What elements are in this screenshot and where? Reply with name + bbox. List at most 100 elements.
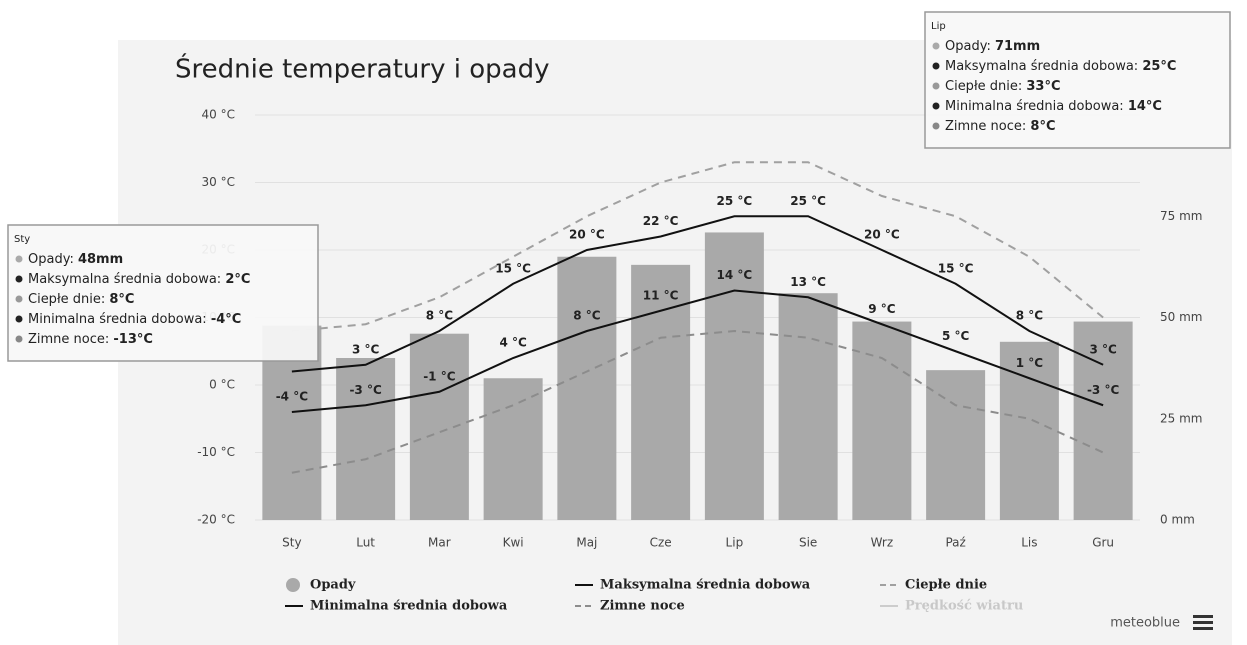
y-tick-label: -20 °C xyxy=(197,513,235,527)
tooltip-title: Sty xyxy=(14,234,30,245)
y2-tick-label: 75 mm xyxy=(1160,209,1202,223)
tooltip-marker xyxy=(15,255,23,263)
tooltip-marker xyxy=(15,335,23,343)
y2-tick-label: 25 mm xyxy=(1160,411,1202,425)
tooltip-box xyxy=(924,11,1231,149)
data-label: 25 °C xyxy=(717,194,753,208)
tooltip-item: Minimalna średnia dobowa: 14°C xyxy=(945,99,1162,114)
x-tick-label: Sie xyxy=(799,536,817,550)
y-tick-label: 40 °C xyxy=(202,108,235,122)
tooltip-value: 8°C xyxy=(1030,119,1055,134)
bar xyxy=(483,378,543,520)
data-label: 20 °C xyxy=(864,228,900,242)
tooltip-label: Ciepłe dnie: xyxy=(28,292,109,307)
tooltip-label: Ciepłe dnie: xyxy=(945,79,1026,94)
line xyxy=(291,329,1104,474)
bar xyxy=(778,293,838,520)
x-tick-label: Wrz xyxy=(871,536,894,550)
tooltip-label: Opady: xyxy=(28,252,78,267)
tooltip-marker xyxy=(932,102,940,110)
tooltip-item: Zimne noce: 8°C xyxy=(945,119,1056,134)
x-tick-label: Cze xyxy=(650,536,672,550)
bar xyxy=(704,232,764,520)
x-tick-label: Lis xyxy=(1021,536,1037,550)
tooltip-value: 14°C xyxy=(1128,99,1162,114)
tooltip-marker xyxy=(932,122,940,130)
tooltip-label: Opady: xyxy=(945,39,995,54)
tooltip-title: Lip xyxy=(931,21,946,32)
data-label: 20 °C xyxy=(569,228,605,242)
credit: meteoblue xyxy=(1110,616,1180,631)
bar xyxy=(852,321,912,520)
x-tick-label: Paź xyxy=(945,536,965,550)
y-tick-label: -10 °C xyxy=(197,445,235,459)
data-label: 5 °C xyxy=(942,329,970,343)
tooltip-label: Minimalna średnia dobowa: xyxy=(945,99,1128,114)
tooltip-value: 25°C xyxy=(1142,59,1176,74)
line xyxy=(291,289,1104,413)
tooltip-value: 71mm xyxy=(995,39,1040,54)
x-tick-label: Maj xyxy=(576,536,597,550)
tooltip-label: Maksymalna średnia dobowa: xyxy=(945,59,1142,74)
bar xyxy=(926,370,986,520)
data-label: -3 °C xyxy=(349,383,382,397)
tooltip-item: Maksymalna średnia dobowa: 25°C xyxy=(945,59,1176,74)
bar xyxy=(557,256,617,520)
bar xyxy=(336,358,396,520)
data-label: 15 °C xyxy=(495,261,531,275)
data-label: 3 °C xyxy=(1089,342,1117,356)
data-label: 3 °C xyxy=(352,342,380,356)
legend-label: Opady xyxy=(310,578,356,593)
x-tick-label: Kwi xyxy=(503,536,524,550)
tooltip-item: Minimalna średnia dobowa: -4°C xyxy=(28,312,241,327)
tooltip-marker xyxy=(932,62,940,70)
tooltip-label: Zimne noce: xyxy=(28,332,113,347)
tooltip-item: Opady: 48mm xyxy=(28,252,123,267)
tooltip-item: Ciepłe dnie: 8°C xyxy=(28,292,134,307)
legend-label: Minimalna średnia dobowa xyxy=(310,599,508,614)
x-tick-label: Gru xyxy=(1092,536,1114,550)
data-label: -3 °C xyxy=(1087,383,1120,397)
legend-swatch xyxy=(286,578,300,592)
y-tick-label: 30 °C xyxy=(202,175,235,189)
data-label: 8 °C xyxy=(1016,309,1044,323)
y2-tick-label: 0 mm xyxy=(1160,513,1195,527)
x-tick-label: Lut xyxy=(356,536,375,550)
line xyxy=(291,215,1104,373)
legend-label: Zimne noce xyxy=(600,599,685,614)
bar xyxy=(1073,321,1133,520)
tooltip-value: 48mm xyxy=(78,252,123,267)
data-label: 4 °C xyxy=(499,336,527,350)
bar xyxy=(409,333,469,520)
data-label: 25 °C xyxy=(790,194,826,208)
tooltip-item: Ciepłe dnie: 33°C xyxy=(945,79,1061,94)
tooltip-marker xyxy=(15,275,23,283)
chart-title: Średnie temperatury i opady xyxy=(175,53,549,85)
tooltip-value: -13°C xyxy=(113,332,153,347)
data-label: 14 °C xyxy=(717,268,753,282)
tooltip-box xyxy=(7,224,319,362)
tooltip-marker xyxy=(932,82,940,90)
tooltip-marker xyxy=(15,295,23,303)
tooltip: Sty Opady: 48mm Maksymalna średnia dobowa:… xyxy=(7,224,319,362)
x-tick-label: Mar xyxy=(428,536,451,550)
tooltip-item: Zimne noce: -13°C xyxy=(28,332,153,347)
legend-label: Prędkość wiatru xyxy=(905,599,1023,614)
legend-label: Ciepłe dnie xyxy=(905,578,987,593)
data-label: 8 °C xyxy=(426,309,454,323)
tooltip-value: -4°C xyxy=(211,312,241,327)
tooltip-label: Minimalna średnia dobowa: xyxy=(28,312,211,327)
data-label: 1 °C xyxy=(1016,356,1044,370)
tooltip-label: Maksymalna średnia dobowa: xyxy=(28,272,225,287)
data-label: 8 °C xyxy=(573,309,601,323)
tooltip-value: 8°C xyxy=(109,292,134,307)
tooltip-marker xyxy=(15,315,23,323)
menu-icon[interactable] xyxy=(1193,615,1213,630)
y-tick-label: 0 °C xyxy=(209,378,235,392)
data-label: -1 °C xyxy=(423,369,456,383)
line xyxy=(291,161,1104,332)
data-label: 11 °C xyxy=(643,288,679,302)
bar xyxy=(631,264,691,520)
tooltip-label: Zimne noce: xyxy=(945,119,1030,134)
